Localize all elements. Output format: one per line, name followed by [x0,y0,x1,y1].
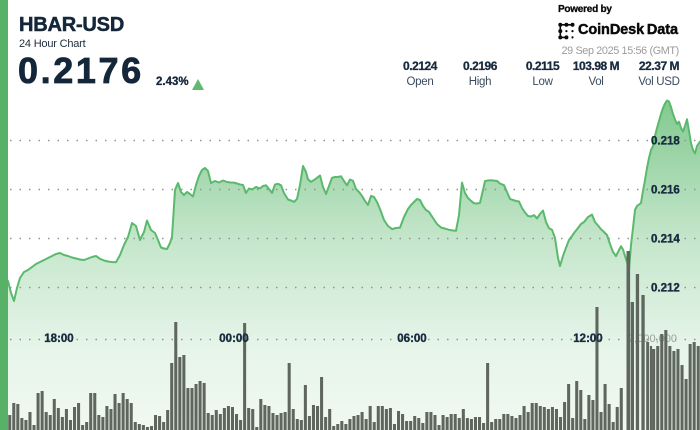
svg-text:0.214: 0.214 [651,234,680,246]
svg-text:0.212: 0.212 [651,283,680,295]
svg-text:12:00: 12:00 [573,333,602,345]
svg-text:00:00: 00:00 [219,333,248,345]
svg-text:06:00: 06:00 [397,333,426,345]
svg-text:0.218: 0.218 [651,136,680,148]
svg-text:2,000,000: 2,000,000 [628,333,677,345]
svg-text:18:00: 18:00 [44,333,73,345]
svg-text:0.216: 0.216 [651,185,680,197]
